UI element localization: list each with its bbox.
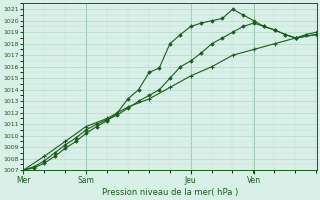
X-axis label: Pression niveau de la mer( hPa ): Pression niveau de la mer( hPa ) [102, 188, 238, 197]
